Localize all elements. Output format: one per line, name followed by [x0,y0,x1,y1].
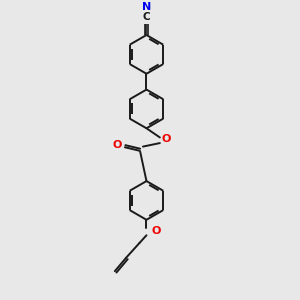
Text: N: N [142,2,151,12]
Text: O: O [112,140,122,150]
Text: O: O [152,226,161,236]
Text: O: O [161,134,171,144]
Text: C: C [143,12,150,22]
